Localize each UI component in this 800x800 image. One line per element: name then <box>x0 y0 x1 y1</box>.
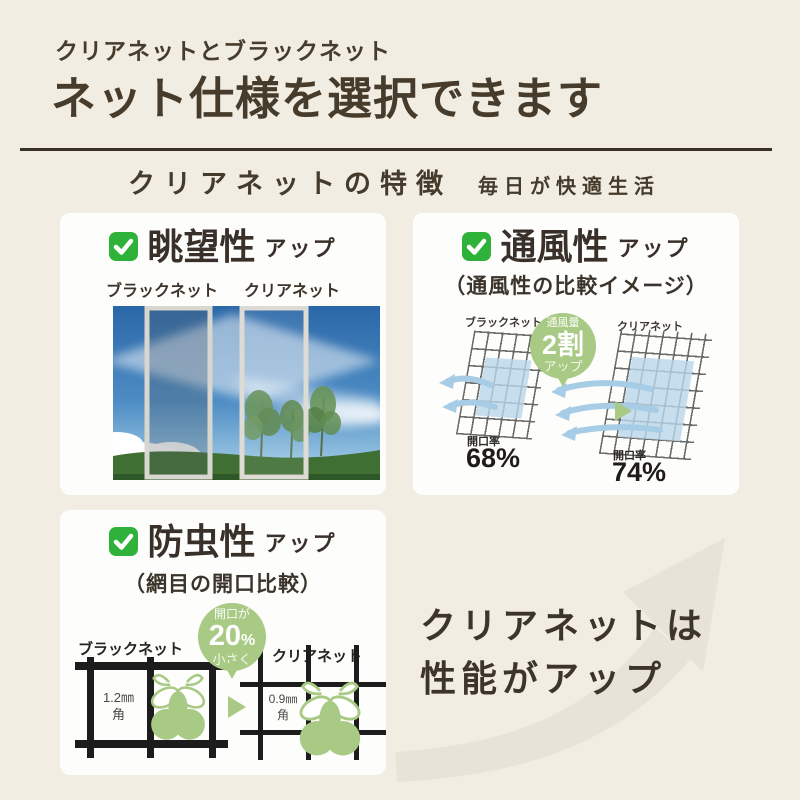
card-insect-protection: 防虫性 アップ （網目の開口比較） 開口が 20% 小さく ブラックネット クリ… <box>60 510 386 775</box>
card-view-quality: 眺望性 アップ ブラックネット クリアネット <box>60 213 393 495</box>
checkbox-check-icon <box>462 232 492 261</box>
section-heading: クリアネットの特徴 <box>128 169 452 199</box>
grid-line <box>147 657 154 758</box>
cell-size-unit: 角 <box>276 707 289 722</box>
badge-tail <box>223 663 241 679</box>
card-title-suffix: アップ <box>264 236 337 261</box>
card-airflow-header: 通風性 アップ <box>413 229 739 265</box>
grid-line <box>258 645 263 760</box>
card-title: 眺望性 <box>147 226 256 267</box>
badge-top-text: 開口が <box>213 606 250 621</box>
badge-big-text: 2割 <box>541 329 585 360</box>
card-title-suffix: アップ <box>617 236 690 261</box>
mesh-cell-size: 0.9㎜ 角 <box>260 692 306 723</box>
badge-bottom-text: アップ <box>543 358 583 374</box>
section-tagline: 毎日が快適生活 <box>478 176 660 198</box>
grid-line <box>75 662 228 670</box>
badge-big-text: 20 <box>208 620 242 653</box>
grid-line <box>354 645 359 760</box>
card-title: 通風性 <box>500 226 609 267</box>
sky-comparison-photo <box>78 305 393 486</box>
card-title: 防虫性 <box>147 521 256 562</box>
checkbox-check-icon <box>109 527 139 556</box>
rate-label: 開口率 <box>467 436 500 448</box>
label-clear-net: クリアネット <box>244 283 341 300</box>
badge-percent-text: % <box>241 632 256 650</box>
black-net-panel <box>144 305 213 480</box>
card-airflow-subtitle: （通風性の比較イメージ） <box>444 275 708 298</box>
footer-text-line2: 性能がアップ <box>420 658 667 699</box>
clear-net-panel <box>239 305 309 480</box>
rate-value: 74% <box>612 457 667 487</box>
label-black-net: ブラックネット <box>78 641 184 658</box>
grid-line <box>87 657 94 758</box>
moth-icon <box>150 673 206 740</box>
card-title-suffix: アップ <box>264 531 337 556</box>
card-view-header: 眺望性 アップ <box>60 229 386 265</box>
badge-tail <box>554 371 572 387</box>
play-triangle-icon <box>615 401 632 421</box>
card-airflow: 通風性 アップ （通風性の比較イメージ） ブラックネット クリアネット <box>413 213 739 495</box>
wind-arrow-icon <box>439 374 663 441</box>
checkbox-check-icon <box>109 232 139 261</box>
up-trend-arrow-icon <box>395 538 725 782</box>
cell-size-value: 0.9㎜ <box>268 692 298 706</box>
label-clear-net: クリアネット <box>272 648 363 665</box>
cell-size-value: 1.2㎜ <box>102 690 135 705</box>
mesh-cell-size: 1.2㎜ 角 <box>92 690 145 724</box>
footer-text-line1: クリアネットは <box>420 605 708 646</box>
page-title: ネット仕様を選択できます <box>51 73 604 124</box>
label-black-net: ブラックネット <box>465 317 542 329</box>
play-triangle-icon <box>228 696 246 718</box>
rate-value: 68% <box>466 443 521 473</box>
grid-line <box>209 657 216 758</box>
card-insect-header: 防虫性 アップ <box>60 524 386 560</box>
moth-icon <box>299 681 361 756</box>
trees <box>243 386 341 459</box>
eyebrow-text: クリアネットとブラックネット <box>55 38 391 64</box>
divider-rule <box>20 148 772 151</box>
speech-bubble-badge: 通風量 2割 アップ <box>530 313 596 387</box>
cell-size-unit: 角 <box>111 706 125 722</box>
label-black-net: ブラックネット <box>105 283 218 300</box>
rate-label: 開口率 <box>613 450 646 462</box>
card-insect-subtitle: （網目の開口比較） <box>124 573 322 596</box>
speech-bubble-badge: 開口が 20% 小さく <box>198 603 266 679</box>
badge-bottom-text: 小さく <box>212 651 252 667</box>
badge-top-text: 通風量 <box>546 317 580 330</box>
grid-line <box>75 740 228 748</box>
